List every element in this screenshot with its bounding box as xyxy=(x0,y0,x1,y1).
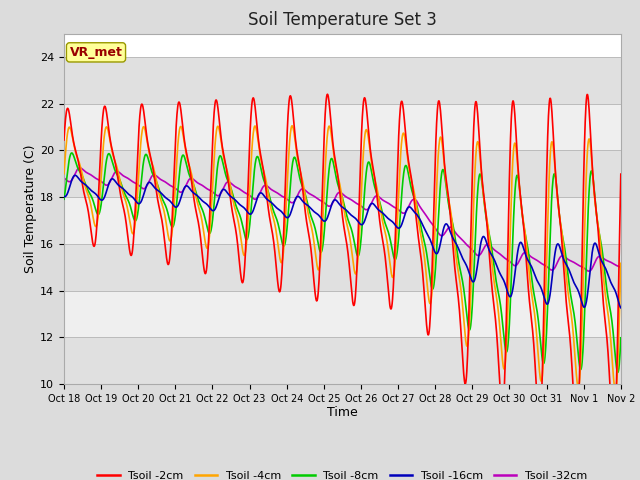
Bar xyxy=(64,104,621,150)
Tsoil -2cm xyxy=(617,171,625,177)
Tsoil -16cm xyxy=(551,250,559,256)
Tsoil -2cm xyxy=(324,91,332,97)
Tsoil -2cm xyxy=(246,129,254,134)
Tsoil -32cm xyxy=(246,193,254,199)
Tsoil -32cm xyxy=(429,222,437,228)
Tsoil -8cm xyxy=(184,168,192,174)
Tsoil -4cm xyxy=(617,261,625,266)
Tsoil -2cm xyxy=(184,156,191,162)
Tsoil -4cm xyxy=(502,353,509,359)
Tsoil -4cm xyxy=(289,123,296,129)
Tsoil -4cm xyxy=(429,270,437,276)
Line: Tsoil -32cm: Tsoil -32cm xyxy=(64,168,621,271)
Line: Tsoil -8cm: Tsoil -8cm xyxy=(64,153,621,372)
Tsoil -4cm xyxy=(246,178,254,184)
Tsoil -16cm xyxy=(246,211,254,217)
Tsoil -32cm xyxy=(551,264,559,270)
Tsoil -8cm xyxy=(429,286,437,291)
Tsoil -2cm xyxy=(429,230,437,236)
Tsoil -32cm xyxy=(171,185,179,191)
Tsoil -16cm xyxy=(60,193,68,199)
Bar xyxy=(64,57,621,104)
Tsoil -4cm xyxy=(612,387,620,393)
Tsoil -2cm xyxy=(610,432,618,438)
Tsoil -4cm xyxy=(184,158,191,164)
Tsoil -32cm xyxy=(60,175,68,181)
Tsoil -8cm xyxy=(246,214,254,219)
Tsoil -4cm xyxy=(170,200,178,206)
Bar xyxy=(64,337,621,384)
Bar xyxy=(64,244,621,290)
Title: Soil Temperature Set 3: Soil Temperature Set 3 xyxy=(248,11,437,29)
Tsoil -16cm xyxy=(502,284,509,289)
Line: Tsoil -4cm: Tsoil -4cm xyxy=(64,126,621,390)
Tsoil -16cm xyxy=(617,305,625,311)
Bar xyxy=(64,150,621,197)
Tsoil -32cm xyxy=(76,165,84,171)
Tsoil -8cm xyxy=(68,150,76,156)
Line: Tsoil -16cm: Tsoil -16cm xyxy=(64,175,621,308)
Tsoil -2cm xyxy=(60,137,68,143)
Tsoil -4cm xyxy=(551,166,559,171)
Tsoil -8cm xyxy=(551,172,559,178)
Bar xyxy=(64,197,621,244)
Tsoil -32cm xyxy=(184,178,192,184)
Tsoil -2cm xyxy=(551,163,559,168)
Tsoil -32cm xyxy=(502,256,509,262)
Tsoil -8cm xyxy=(502,348,509,354)
Tsoil -8cm xyxy=(617,335,625,341)
Tsoil -8cm xyxy=(614,370,621,375)
Tsoil -32cm xyxy=(585,268,593,274)
Y-axis label: Soil Temperature (C): Soil Temperature (C) xyxy=(24,144,37,273)
Tsoil -2cm xyxy=(502,335,509,340)
Line: Tsoil -2cm: Tsoil -2cm xyxy=(64,94,621,435)
Tsoil -8cm xyxy=(171,217,179,223)
Legend: Tsoil -2cm, Tsoil -4cm, Tsoil -8cm, Tsoil -16cm, Tsoil -32cm: Tsoil -2cm, Tsoil -4cm, Tsoil -8cm, Tsoi… xyxy=(93,467,592,480)
Tsoil -16cm xyxy=(429,245,437,251)
Text: VR_met: VR_met xyxy=(70,46,122,59)
Tsoil -32cm xyxy=(617,264,625,270)
Tsoil -16cm xyxy=(72,172,79,178)
Bar xyxy=(64,290,621,337)
Tsoil -16cm xyxy=(184,184,192,190)
Tsoil -2cm xyxy=(170,164,178,170)
Tsoil -8cm xyxy=(60,196,68,202)
X-axis label: Time: Time xyxy=(327,407,358,420)
Tsoil -16cm xyxy=(171,204,179,209)
Tsoil -4cm xyxy=(60,171,68,177)
